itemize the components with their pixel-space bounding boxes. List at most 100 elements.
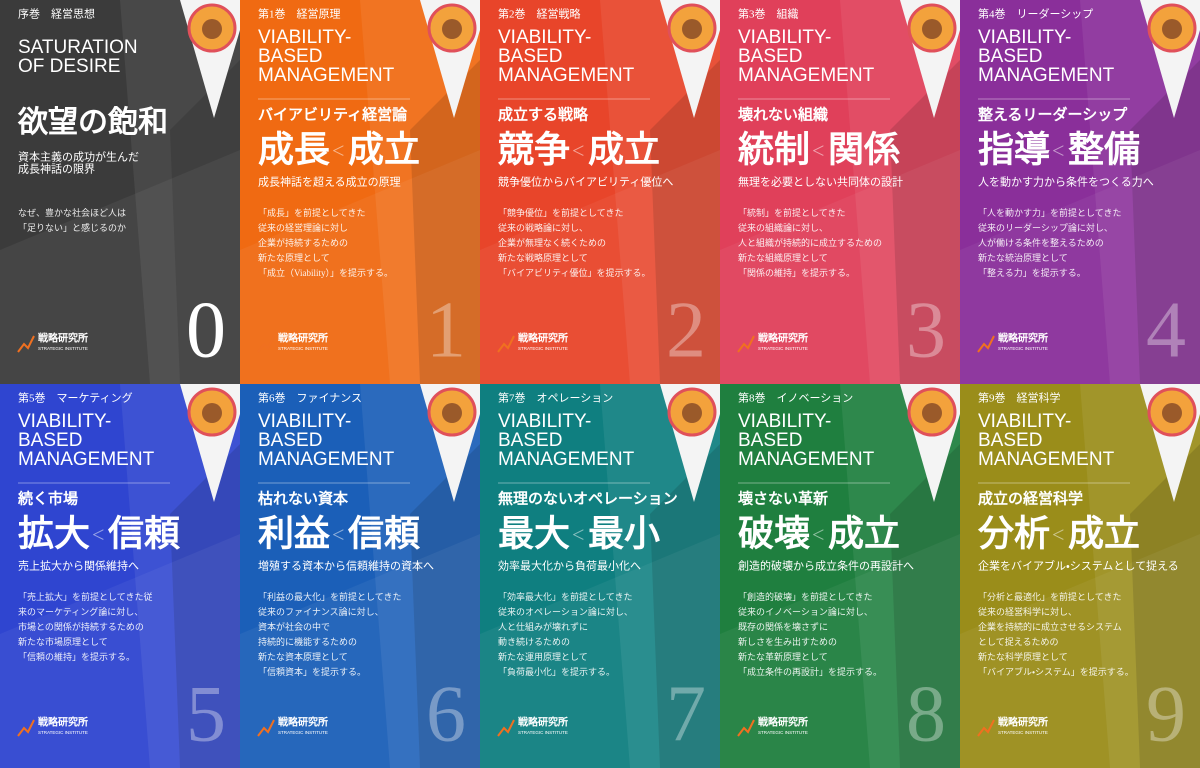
- brand-sub: STRATEGIC INSTITUTE: [278, 730, 328, 735]
- brand-sub: STRATEGIC INSTITUTE: [998, 730, 1048, 735]
- body-line: 資本が社会の中で: [258, 621, 330, 632]
- body-line: 「効率最大化」を前提としてきた: [498, 591, 632, 602]
- body-line: 新たな組織原理として: [738, 252, 828, 263]
- badge-face: [682, 19, 702, 39]
- badge-face: [682, 403, 702, 423]
- fold-shadow: [170, 444, 240, 768]
- body-line: 新たな市場原理として: [18, 636, 108, 647]
- fold-shadow: [410, 444, 480, 768]
- series-label: 第7巻 オペレーション: [498, 391, 613, 405]
- title-right: 最小: [588, 513, 660, 553]
- body-line: 新たな戦略原理として: [498, 252, 588, 263]
- english-title: BASED: [978, 430, 1042, 451]
- title-comparator: <: [332, 138, 344, 163]
- title-right: 信頼: [107, 513, 181, 553]
- badge-face: [202, 19, 222, 39]
- english-title: MANAGEMENT: [978, 65, 1115, 86]
- tagline: 創造的破壊から成立条件の再設計へ: [738, 559, 914, 573]
- brand-sub: STRATEGIC INSTITUTE: [758, 730, 808, 735]
- fold-light: [720, 150, 960, 384]
- series-label: 第6巻 ファイナンス: [258, 391, 362, 405]
- title-comparator: <: [1052, 138, 1064, 163]
- fold-shadow: [650, 60, 720, 384]
- theme: 枯れない資本: [258, 489, 349, 507]
- theme: 成立の経営科学: [978, 489, 1083, 507]
- english-title: VIABILITY-: [738, 27, 831, 48]
- body-line: 従来の戦略論に対し、: [498, 222, 588, 233]
- body-line: 「分析と最適化」を前提としてきた: [978, 591, 1121, 602]
- english-title: BASED: [258, 46, 322, 67]
- series-label: 第2巻 経営戦略: [498, 7, 581, 21]
- fold-light: [240, 534, 480, 768]
- fold-light: [960, 150, 1200, 384]
- body-line: 企業が持続するための: [258, 237, 348, 248]
- brand-name: 戦略研究所: [758, 716, 808, 729]
- title-right: 成立: [1068, 513, 1140, 553]
- title-left: 利益: [258, 513, 330, 553]
- title-left: 統制: [738, 129, 810, 169]
- title-right: 成立: [348, 129, 420, 169]
- brand-sub: STRATEGIC INSTITUTE: [278, 346, 328, 351]
- badge-face: [1162, 403, 1182, 423]
- english-title: BASED: [498, 430, 562, 451]
- body-line: 新たな資本原理として: [258, 651, 348, 662]
- title-comparator: <: [812, 522, 824, 547]
- title-right: 整備: [1068, 129, 1140, 169]
- brand-name: 戦略研究所: [758, 332, 808, 345]
- body-line: 新たな原理として: [258, 253, 330, 263]
- body-line: 人と組織が持続的に成立するための: [738, 237, 882, 248]
- title-comparator: <: [92, 522, 104, 547]
- title-left: 成長: [258, 129, 330, 169]
- brand-sub: STRATEGIC INSTITUTE: [38, 730, 88, 735]
- body-line: 市場との関係が持続するための: [18, 621, 144, 632]
- body-line: 新たな運用原理として: [498, 651, 588, 662]
- logo-mark: [497, 719, 515, 737]
- body-line: 「バイアブル・システム」を提示する。: [978, 666, 1134, 677]
- body-line: 動き続けるための: [498, 636, 570, 647]
- body-line: 「成立（Viability）」を提示する。: [258, 267, 393, 278]
- volume-number: 5: [186, 670, 226, 758]
- english-title: MANAGEMENT: [498, 65, 635, 86]
- volume-number: 6: [426, 670, 466, 758]
- brand-sub: STRATEGIC INSTITUTE: [518, 730, 568, 735]
- english-title: BASED: [978, 46, 1042, 67]
- volume-number: 3: [906, 286, 946, 374]
- english-title: BASED: [738, 430, 802, 451]
- logo-mark: [257, 335, 275, 353]
- tagline: 成長神話を超える成立の原理: [258, 175, 401, 189]
- badge-face: [1162, 19, 1182, 39]
- title-right: 関係: [828, 129, 900, 169]
- fold-light: [480, 150, 720, 384]
- badge-face: [922, 403, 942, 423]
- series-label: 第8巻 イノベーション: [738, 391, 853, 405]
- fold-shadow: [890, 444, 960, 768]
- body-line: 既存の関係を壊さずに: [738, 621, 828, 632]
- body-line: 「競争優位」を前提としてきた: [498, 207, 623, 218]
- brand-name: 戦略研究所: [998, 332, 1048, 345]
- volume-number: 7: [666, 670, 706, 758]
- body-line: 人と仕組みが壊れずに: [498, 621, 588, 632]
- body-line: 「人を動かす力」を前提としてきた: [978, 207, 1121, 218]
- volume-number: 4: [1146, 286, 1186, 374]
- english-title: MANAGEMENT: [258, 65, 395, 86]
- brand-sub: STRATEGIC INSTITUTE: [998, 346, 1048, 351]
- title-right: 成立: [828, 513, 900, 553]
- title-comparator: <: [572, 522, 584, 547]
- tagline: 企業をバイアブル・システムとして捉える: [978, 559, 1179, 573]
- logo-mark: [737, 719, 755, 737]
- tagline: 競争優位からバイアビリティ優位へ: [498, 175, 673, 189]
- fold-light: [240, 150, 480, 384]
- title-right: 信頼: [347, 513, 421, 553]
- volume-number: 2: [666, 286, 706, 374]
- series-label: 第3巻 組織: [738, 7, 799, 21]
- badge-face: [442, 19, 462, 39]
- english-title: MANAGEMENT: [498, 449, 635, 470]
- body-line: 「負荷最小化」を提示する。: [498, 666, 615, 677]
